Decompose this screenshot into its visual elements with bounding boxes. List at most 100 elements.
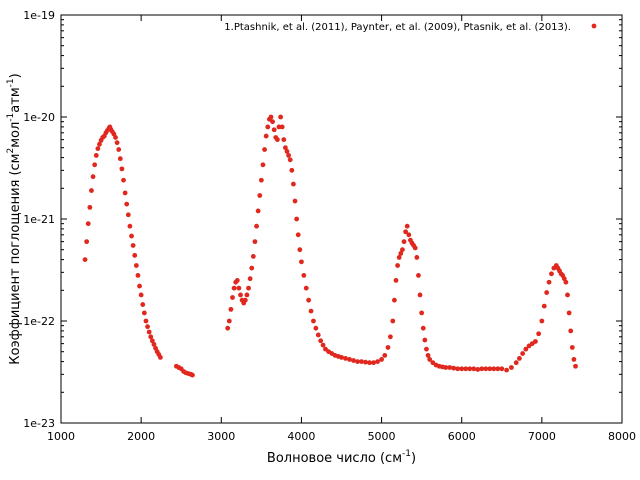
data-point	[320, 342, 326, 348]
data-point	[495, 366, 501, 372]
data-point	[299, 259, 304, 265]
data-point	[132, 252, 138, 258]
data-point	[451, 365, 457, 371]
data-point	[92, 162, 98, 168]
data-point	[84, 239, 90, 245]
y-tick-label: 1e-21	[23, 213, 55, 226]
data-point	[566, 310, 572, 316]
data-point	[367, 360, 372, 366]
data-point	[318, 338, 324, 344]
data-point	[391, 297, 397, 303]
data-point	[90, 174, 96, 180]
data-point	[246, 285, 251, 291]
data-point	[347, 357, 352, 362]
data-point	[379, 357, 384, 362]
data-point	[262, 147, 267, 152]
data-point	[403, 229, 409, 235]
data-point	[258, 177, 264, 183]
data-point	[87, 204, 93, 210]
data-point	[284, 148, 290, 154]
data-point	[363, 359, 368, 365]
data-point	[414, 255, 420, 260]
data-point	[475, 367, 481, 372]
data-point	[301, 272, 307, 278]
data-point	[400, 247, 405, 253]
data-point	[85, 221, 91, 227]
data-point	[447, 365, 453, 370]
data-point	[228, 306, 234, 312]
y-tick-label: 1e-23	[23, 417, 55, 430]
y-axis-label-part-2: мол	[8, 122, 23, 148]
data-point	[443, 365, 449, 370]
data-point	[292, 198, 298, 204]
x-tick-label: 4000	[287, 430, 315, 443]
data-point	[390, 318, 396, 324]
y-tick-label: 1e-22	[23, 315, 55, 328]
data-point	[406, 232, 412, 238]
data-point	[247, 276, 253, 282]
data-point	[355, 359, 360, 364]
data-point	[487, 366, 493, 372]
data-point	[135, 272, 141, 278]
data-point	[401, 239, 407, 245]
data-point	[544, 290, 550, 295]
data-point	[323, 346, 328, 352]
data-point	[127, 223, 133, 229]
data-point	[231, 285, 237, 291]
data-point	[287, 157, 293, 163]
x-tick-label: 7000	[528, 430, 556, 443]
data-point	[236, 285, 242, 291]
data-point	[398, 250, 404, 256]
data-point	[97, 141, 102, 147]
legend-label: 1.Ptashnik, et al. (2011), Paynter, et a…	[224, 22, 571, 33]
data-point	[375, 359, 380, 364]
data-point	[114, 140, 120, 146]
data-point	[483, 366, 489, 372]
x-axis-label-main: Волновое число (см	[267, 451, 402, 466]
data-point	[571, 357, 577, 362]
data-point	[416, 272, 421, 278]
data-point	[265, 124, 271, 130]
data-point	[93, 153, 99, 158]
x-tick-label: 1000	[47, 430, 75, 443]
x-axis-label-sup: -1	[402, 449, 411, 459]
data-point	[568, 328, 574, 334]
data-point	[242, 297, 248, 303]
data-point	[387, 334, 393, 340]
x-tick-label: 3000	[207, 430, 235, 443]
data-point	[138, 292, 144, 298]
data-point	[268, 114, 274, 120]
data-point	[117, 156, 123, 162]
plot-frame	[60, 14, 623, 424]
data-point	[190, 372, 195, 378]
data-point	[279, 124, 285, 130]
data-point	[396, 255, 402, 260]
data-point	[419, 310, 425, 316]
data-point	[121, 177, 126, 183]
y-tick-label: 1e-19	[23, 9, 55, 22]
x-tick-label: 8000	[608, 430, 636, 443]
data-point	[417, 292, 423, 298]
x-tick-labels: 1000 2000 3000 4000 5000 6000 7000 8000	[47, 430, 636, 443]
data-point	[238, 292, 243, 298]
data-point	[517, 355, 522, 361]
data-point	[129, 233, 134, 239]
data-point	[343, 355, 348, 361]
data-point	[422, 337, 428, 343]
data-point	[250, 253, 256, 259]
y-axis-label-sup-2: -1	[6, 113, 16, 122]
data-point	[371, 360, 376, 366]
data-point	[509, 365, 514, 370]
data-point	[145, 324, 150, 330]
data-point	[294, 216, 300, 222]
data-point	[249, 265, 255, 271]
data-point	[491, 366, 497, 372]
data-point	[271, 127, 277, 133]
x-tick-label: 5000	[368, 430, 396, 443]
data-point	[424, 346, 429, 352]
x-tick-label: 6000	[448, 430, 476, 443]
data-point	[541, 303, 547, 309]
data-point	[263, 133, 269, 139]
data-point	[234, 278, 240, 283]
